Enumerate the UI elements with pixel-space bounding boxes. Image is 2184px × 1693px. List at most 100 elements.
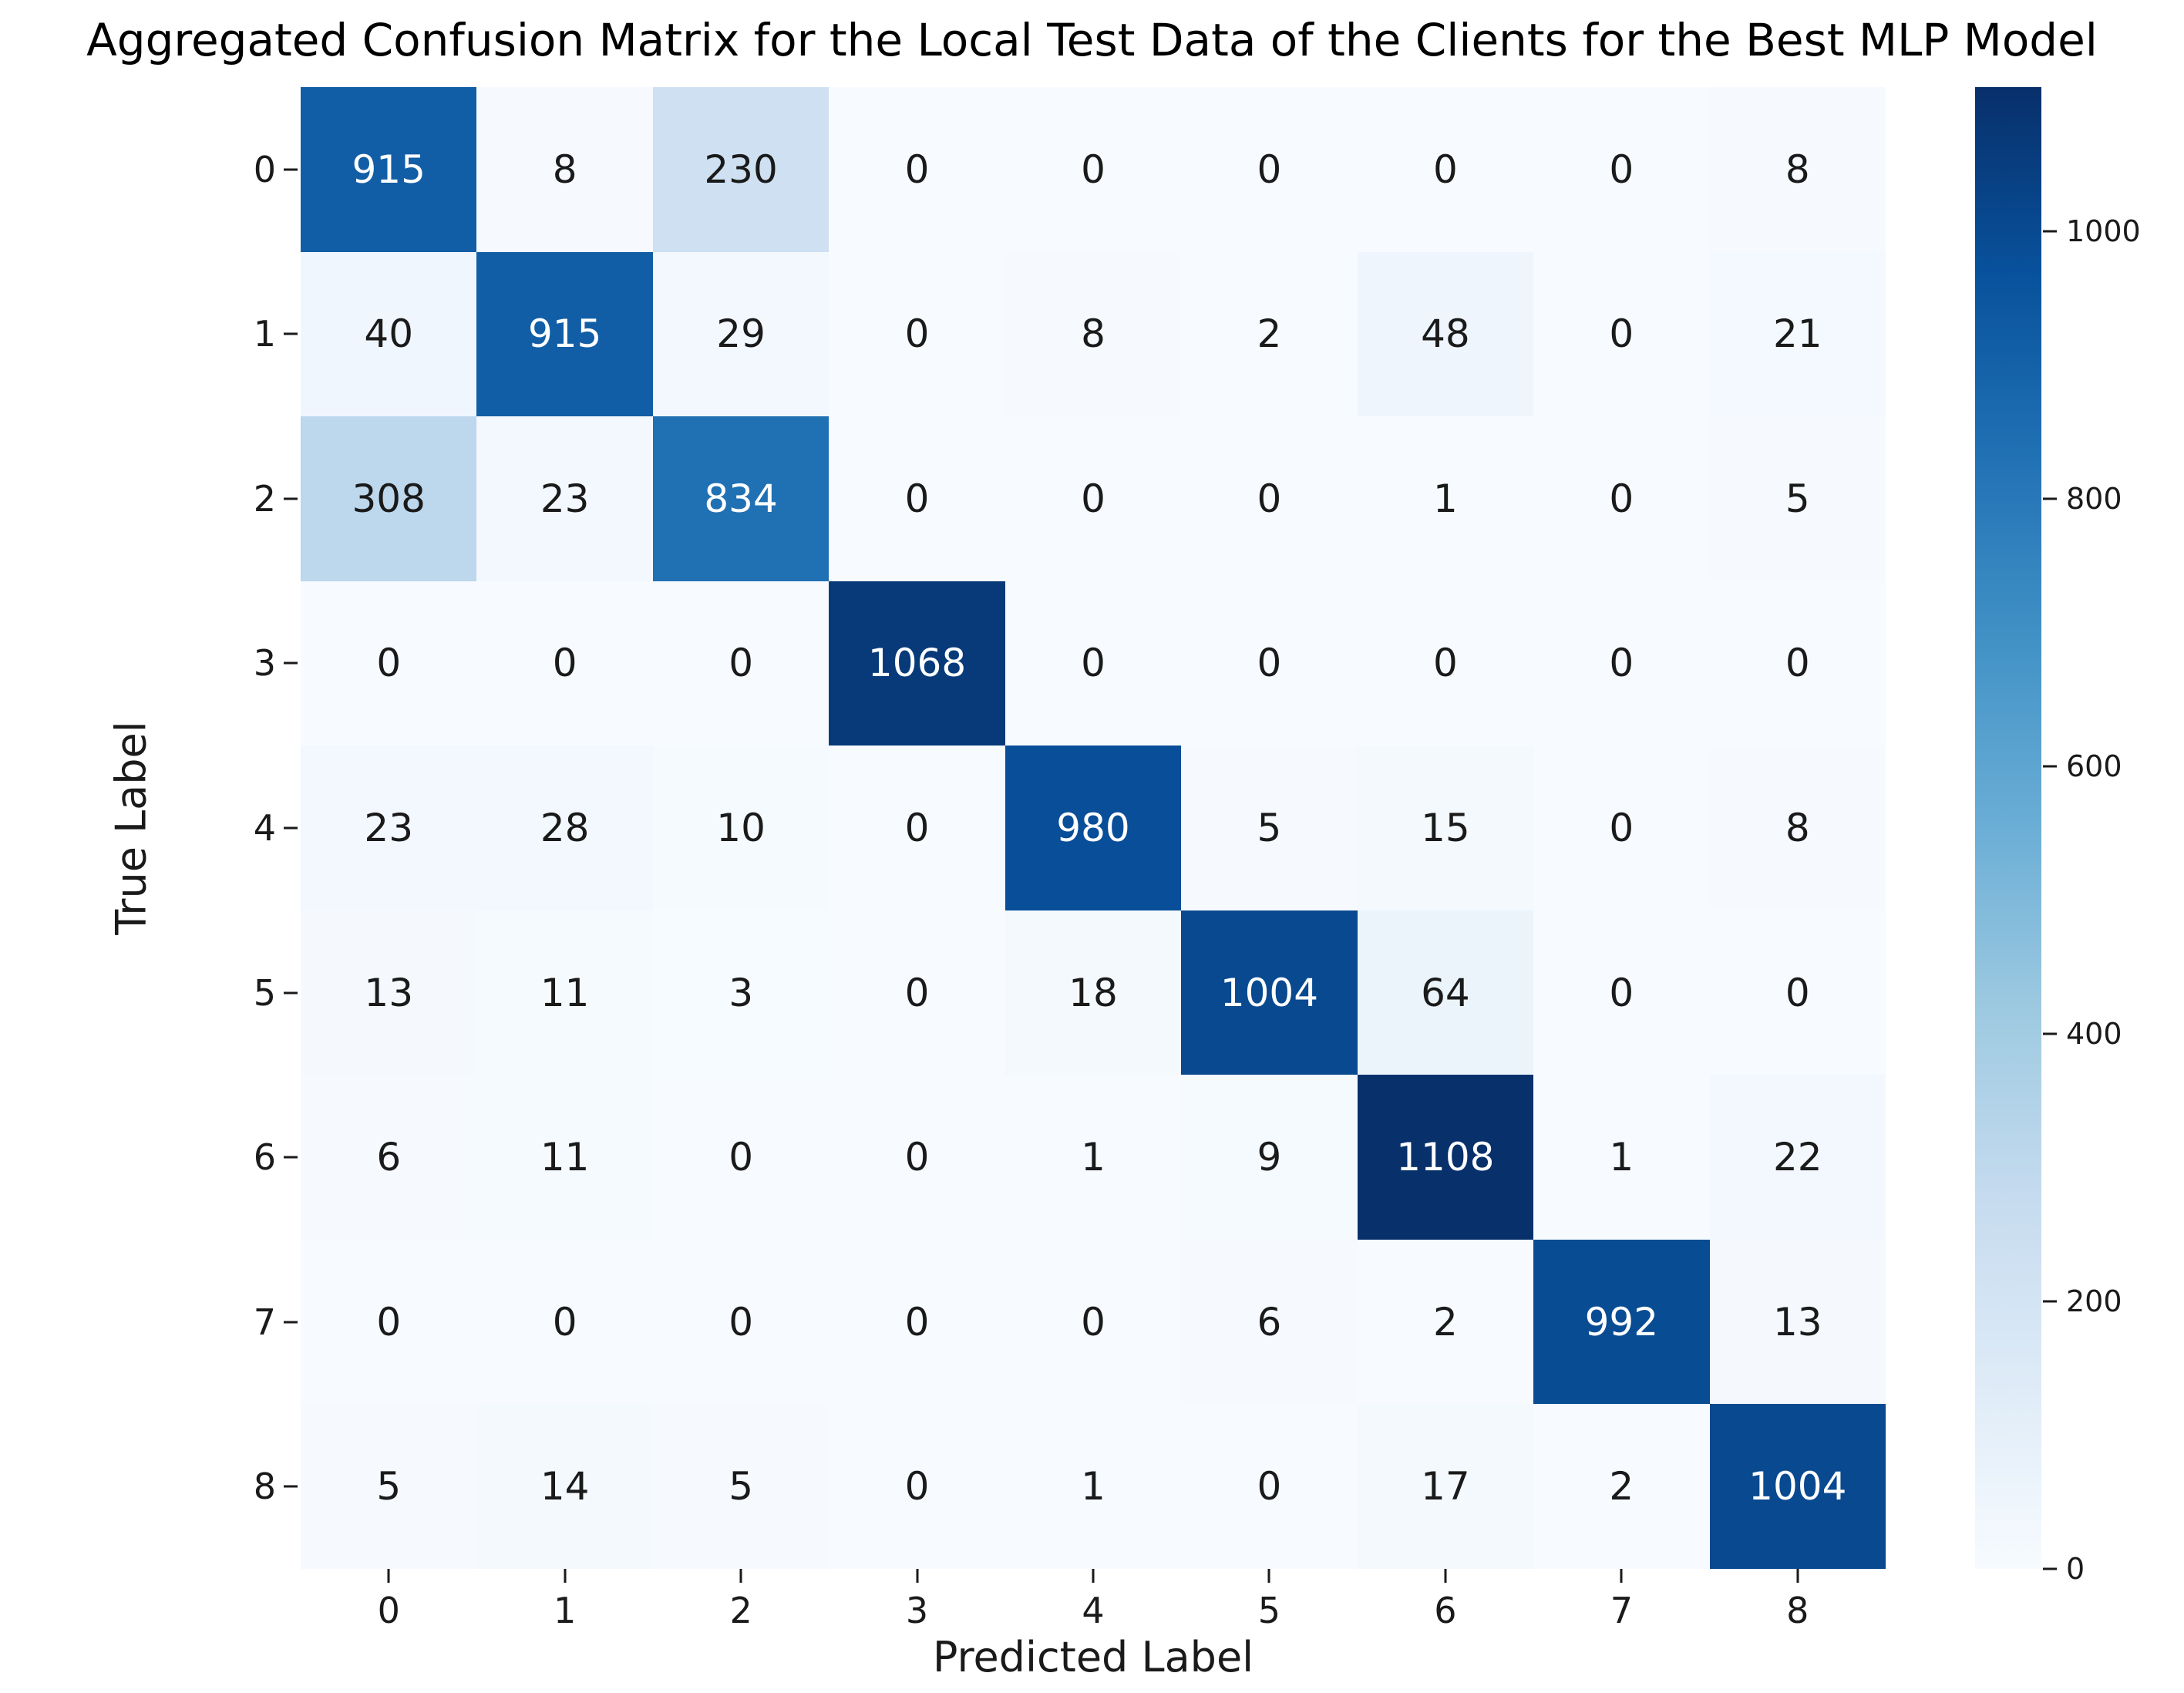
matrix-cell-r1c4: 8 xyxy=(1005,251,1182,417)
matrix-cell-r4c5: 5 xyxy=(1181,746,1358,910)
matrix-cell-r0c3: 0 xyxy=(829,87,1005,252)
matrix-cell-r8c3: 0 xyxy=(829,1404,1005,1569)
y-axis-label: True Label xyxy=(106,721,156,935)
matrix-cell-r6c7: 1 xyxy=(1533,1075,1710,1240)
matrix-cell-r6c1: 11 xyxy=(476,1075,653,1240)
y-tick-mark-4 xyxy=(284,826,298,830)
matrix-cell-r2c4: 0 xyxy=(1005,416,1182,581)
matrix-cell-r7c7: 992 xyxy=(1533,1239,1710,1405)
matrix-cell-r1c6: 48 xyxy=(1357,251,1534,417)
y-tick-label-0: 0 xyxy=(253,148,276,190)
matrix-cell-r1c7: 0 xyxy=(1533,251,1710,417)
matrix-cell-r5c5: 1004 xyxy=(1181,910,1358,1075)
matrix-cell-r0c7: 0 xyxy=(1533,87,1710,252)
colorbar-tick-mark-200 xyxy=(2043,1300,2057,1303)
matrix-cell-r7c3: 0 xyxy=(829,1239,1005,1405)
matrix-cell-r2c1: 23 xyxy=(476,416,653,581)
matrix-cell-r7c8: 13 xyxy=(1709,1239,1886,1405)
x-tick-label-6: 6 xyxy=(1434,1590,1457,1631)
matrix-cell-r0c1: 8 xyxy=(476,87,653,252)
matrix-cell-r6c0: 6 xyxy=(301,1075,477,1240)
matrix-cell-r1c8: 21 xyxy=(1709,251,1886,417)
matrix-cell-r0c4: 0 xyxy=(1005,87,1182,252)
matrix-cell-r7c6: 2 xyxy=(1357,1239,1534,1405)
x-tick-mark-2 xyxy=(739,1569,742,1583)
matrix-cell-r2c7: 0 xyxy=(1533,416,1710,581)
y-tick-mark-3 xyxy=(284,661,298,665)
y-tick-mark-5 xyxy=(284,991,298,995)
x-tick-label-0: 0 xyxy=(377,1590,400,1631)
matrix-cell-r3c0: 0 xyxy=(301,581,477,746)
colorbar-tick-label-600: 600 xyxy=(2066,749,2122,784)
colorbar-tick-mark-400 xyxy=(2043,1032,2057,1035)
y-tick-label-1: 1 xyxy=(253,313,276,355)
colorbar-tick-label-200: 200 xyxy=(2066,1284,2122,1319)
matrix-cell-r2c6: 1 xyxy=(1357,416,1534,581)
matrix-cell-r6c6: 1108 xyxy=(1357,1075,1534,1240)
matrix-cell-r4c6: 15 xyxy=(1357,746,1534,910)
matrix-cell-r3c5: 0 xyxy=(1181,581,1358,746)
matrix-cell-r5c8: 0 xyxy=(1709,910,1886,1075)
matrix-cell-r1c2: 29 xyxy=(652,251,830,417)
matrix-cell-r8c8: 1004 xyxy=(1709,1404,1886,1569)
matrix-cell-r7c2: 0 xyxy=(652,1239,830,1405)
matrix-cell-r3c2: 0 xyxy=(652,581,830,746)
heatmap-grid: 915 8 230 0 0 0 0 0 8 40 915 29 0 8 2 48 0 21 308 23 834 0 0 0 1… xyxy=(301,87,1886,1569)
x-tick-label-7: 7 xyxy=(1610,1590,1633,1631)
matrix-cell-r5c7: 0 xyxy=(1533,910,1710,1075)
x-tick-mark-8 xyxy=(1796,1569,1799,1583)
y-tick-mark-1 xyxy=(284,332,298,335)
matrix-cell-r5c2: 3 xyxy=(652,910,830,1075)
matrix-cell-r3c1: 0 xyxy=(476,581,653,746)
x-tick-mark-7 xyxy=(1620,1569,1623,1583)
matrix-cell-r7c5: 6 xyxy=(1181,1239,1358,1405)
matrix-cell-r2c3: 0 xyxy=(829,416,1005,581)
matrix-cell-r3c7: 0 xyxy=(1533,581,1710,746)
matrix-cell-r5c0: 13 xyxy=(301,910,477,1075)
matrix-cell-r2c0: 308 xyxy=(301,416,477,581)
matrix-cell-r1c3: 0 xyxy=(829,251,1005,417)
y-tick-mark-2 xyxy=(284,497,298,500)
y-tick-mark-8 xyxy=(284,1485,298,1488)
matrix-cell-r4c8: 8 xyxy=(1709,746,1886,910)
matrix-cell-r8c2: 5 xyxy=(652,1404,830,1569)
matrix-cell-r5c1: 11 xyxy=(476,910,653,1075)
matrix-cell-r8c5: 0 xyxy=(1181,1404,1358,1569)
colorbar-tick-mark-800 xyxy=(2043,497,2057,500)
y-tick-mark-6 xyxy=(284,1156,298,1159)
x-tick-mark-1 xyxy=(564,1569,567,1583)
matrix-cell-r4c3: 0 xyxy=(829,746,1005,910)
matrix-cell-r5c6: 64 xyxy=(1357,910,1534,1075)
colorbar-tick-mark-1000 xyxy=(2043,230,2057,233)
matrix-cell-r6c8: 22 xyxy=(1709,1075,1886,1240)
matrix-cell-r2c2: 834 xyxy=(652,416,830,581)
matrix-cell-r0c0: 915 xyxy=(301,87,477,252)
colorbar-tick-label-400: 400 xyxy=(2066,1017,2122,1052)
matrix-cell-r3c4: 0 xyxy=(1005,581,1182,746)
matrix-cell-r1c0: 40 xyxy=(301,251,477,417)
matrix-cell-r6c2: 0 xyxy=(652,1075,830,1240)
matrix-cell-r3c8: 0 xyxy=(1709,581,1886,746)
matrix-cell-r2c8: 5 xyxy=(1709,416,1886,581)
colorbar-gradient xyxy=(1975,87,2041,1569)
matrix-cell-r5c3: 0 xyxy=(829,910,1005,1075)
matrix-cell-r0c8: 8 xyxy=(1709,87,1886,252)
x-axis-label: Predicted Label xyxy=(932,1633,1254,1681)
matrix-cell-r0c6: 0 xyxy=(1357,87,1534,252)
matrix-cell-r7c4: 0 xyxy=(1005,1239,1182,1405)
figure-title: Aggregated Confusion Matrix for the Loca… xyxy=(86,14,2098,66)
y-tick-label-4: 4 xyxy=(253,807,276,849)
x-tick-label-1: 1 xyxy=(554,1590,577,1631)
x-tick-mark-5 xyxy=(1267,1569,1270,1583)
matrix-cell-r3c6: 0 xyxy=(1357,581,1534,746)
x-tick-label-2: 2 xyxy=(729,1590,752,1631)
colorbar-tick-label-800: 800 xyxy=(2066,482,2122,517)
matrix-cell-r4c4: 980 xyxy=(1005,746,1182,910)
matrix-cell-r1c5: 2 xyxy=(1181,251,1358,417)
matrix-cell-r7c0: 0 xyxy=(301,1239,477,1405)
matrix-cell-r0c2: 230 xyxy=(652,87,830,252)
matrix-cell-r4c1: 28 xyxy=(476,746,653,910)
x-tick-label-8: 8 xyxy=(1786,1590,1809,1631)
x-tick-mark-4 xyxy=(1092,1569,1095,1583)
